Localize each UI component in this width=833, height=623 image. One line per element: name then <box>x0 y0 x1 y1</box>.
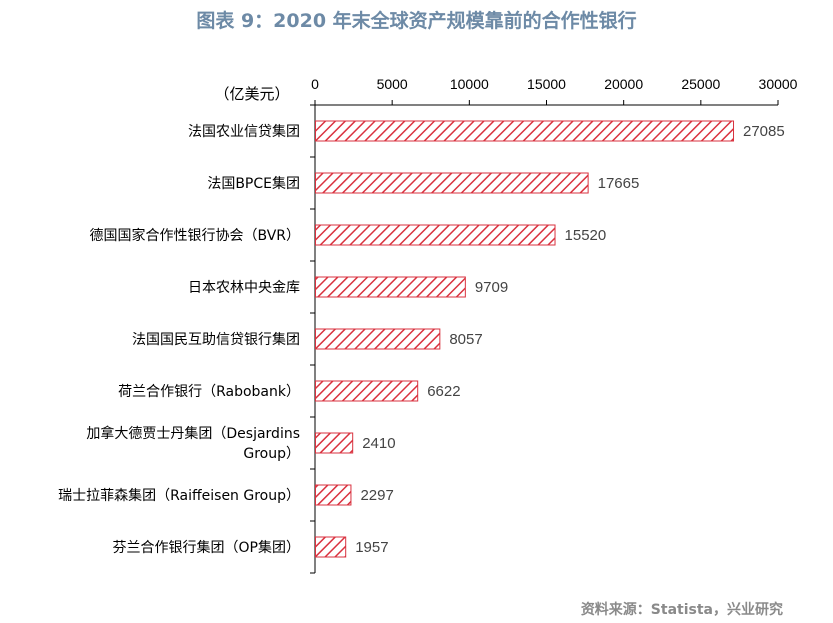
value-label: 2410 <box>362 435 395 452</box>
category-label: 德国国家合作性银行协会（BVR） <box>90 227 300 244</box>
category-label: 芬兰合作银行集团（OP集团） <box>113 539 300 556</box>
labels-layer: 27085 法国农业信贷集团 17665 法国BPCE集团 15520 德国国家合作性银行… <box>58 123 785 556</box>
value-label: 1957 <box>355 539 388 556</box>
value-label: 15520 <box>565 227 607 244</box>
category-label: 荷兰合作银行（Rabobank） <box>118 384 300 400</box>
bar <box>315 380 419 402</box>
bar <box>315 484 352 506</box>
value-label: 2297 <box>360 487 393 504</box>
value-label: 17665 <box>598 175 640 192</box>
bar <box>315 328 441 350</box>
value-label: 9709 <box>475 279 508 296</box>
bars-layer <box>315 120 735 558</box>
x-tick-label: 20000 <box>604 76 643 92</box>
bar <box>315 276 466 298</box>
bar <box>315 172 589 194</box>
bar <box>315 432 354 454</box>
unit-label: （亿美元） <box>214 85 289 103</box>
source-note: 资料来源：Statista，兴业研究 <box>580 602 783 618</box>
category-label: Group） <box>243 446 300 462</box>
x-tick-label: 15000 <box>527 76 566 92</box>
value-label: 27085 <box>743 123 785 140</box>
chart-title: 图表 9：2020 年末全球资产规模靠前的合作性银行 <box>196 10 637 32</box>
x-tick-label: 10000 <box>450 76 489 92</box>
category-label: 加拿大德贾士丹集团（Desjardins <box>86 425 300 442</box>
category-label: 法国BPCE集团 <box>207 175 300 192</box>
x-tick-label: 5000 <box>377 76 408 92</box>
value-label: 6622 <box>427 383 460 400</box>
bar <box>315 536 347 558</box>
value-label: 8057 <box>449 331 482 348</box>
category-label: 法国国民互助信贷银行集团 <box>132 331 300 348</box>
x-tick-label: 30000 <box>759 76 798 92</box>
category-label: 法国农业信贷集团 <box>188 123 300 140</box>
bar <box>315 224 556 246</box>
category-label: 日本农林中央金库 <box>188 280 300 296</box>
x-tick-label: 25000 <box>681 76 720 92</box>
x-tick-label: 0 <box>311 76 319 92</box>
axis-layer: 0 5000 10000 15000 20000 25000 30000 （亿美元） <box>214 76 798 574</box>
category-label: 瑞士拉菲森集团（Raiffeisen Group） <box>58 487 300 504</box>
bar <box>315 120 735 142</box>
